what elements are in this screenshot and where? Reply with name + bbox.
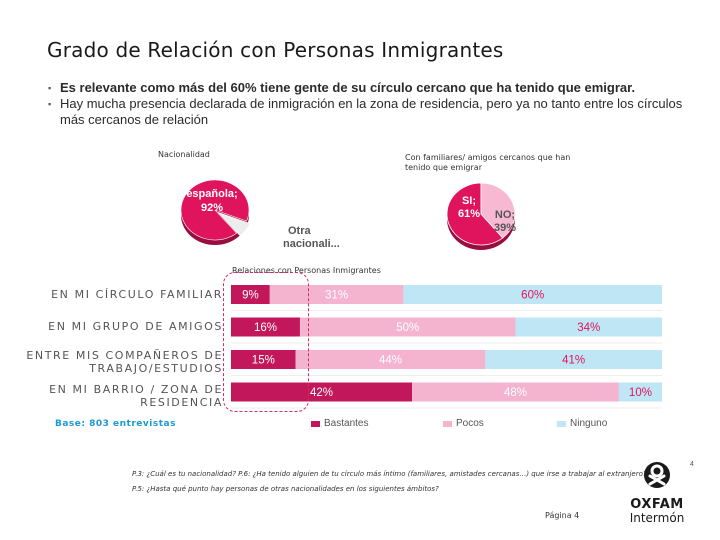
bar-value-label: 15% — [252, 355, 275, 367]
stacked-bar-chart: 9% 31% 60% 16% 50% 34% 15% 44% 41% 42% 48% 10% — [231, 285, 662, 409]
bar-category-line: EN MI GRUPO DE AMIGOS — [48, 320, 223, 333]
bar-category-line: RESIDENCIA — [140, 396, 223, 409]
bar-segment-ninguno — [485, 350, 662, 369]
bar-category-label: EN MI BARRIO / ZONA DE RESIDENCIA — [49, 383, 223, 409]
bar-value-label: 34% — [577, 322, 600, 334]
pie-slice-otra — [218, 212, 251, 236]
slide-number: 4 — [690, 461, 694, 468]
bar-category-line: TRABAJO/ESTUDIOS — [89, 362, 223, 375]
bar-segment-bastantes — [231, 382, 413, 402]
pie-value-si: 61% — [458, 208, 480, 220]
footnote-2: P.5: ¿Hasta qué punto hay personas de ot… — [132, 485, 439, 493]
legend-item-ninguno: Ninguno — [557, 418, 607, 429]
bar-category-label: ENTRE MIS COMPAÑEROS DE TRABAJO/ESTUDIOS — [26, 349, 223, 375]
pie-label-espanola: española; — [186, 188, 237, 200]
pie-value-espanola: 92% — [201, 202, 223, 214]
logo-text: OXFAM — [630, 497, 684, 512]
bar-value-label: 44% — [379, 355, 402, 367]
legend-label: Bastantes — [324, 418, 369, 429]
bar-category-label: EN MI CÍRCULO FAMILIAR — [51, 288, 223, 301]
legend-item-pocos: Pocos — [443, 418, 484, 429]
bar-category-line: ENTRE MIS COMPAÑEROS DE — [26, 349, 223, 362]
bar-segment-ninguno — [515, 317, 662, 337]
bar-segment-bastantes — [231, 285, 270, 304]
pie-label-no: NO; — [495, 209, 515, 221]
bullet-item: Es relevante como más del 60% tiene gent… — [48, 80, 698, 96]
bar-segment-pocos — [412, 382, 619, 402]
pie-chart-emigrar: SI;61% NO;39% — [446, 182, 516, 250]
bar-segment-pocos — [299, 317, 516, 337]
pie-title-nacionalidad: Nacionalidad — [158, 150, 210, 159]
bar-segment-bastantes — [231, 317, 300, 337]
highlight-box — [223, 272, 309, 412]
page-number: Página 4 — [545, 511, 580, 520]
footnote-1: P.3: ¿Cuál es tu nacionalidad? P.6: ¿Ha … — [132, 470, 647, 478]
bar-category-label: EN MI GRUPO DE AMIGOS — [48, 320, 223, 333]
bar-value-label: 41% — [562, 355, 585, 367]
bar-value-label: 10% — [629, 387, 652, 399]
bullet-item: Hay mucha presencia declarada de inmigra… — [48, 96, 698, 128]
legend-item-bastantes: Bastantes — [311, 418, 368, 429]
pie-title-emigrar: Con familiares/ amigos cercanos que han … — [405, 153, 571, 172]
bar-value-label: 60% — [521, 290, 544, 302]
pie-value-no: 39% — [494, 222, 516, 234]
bullet-list: Es relevante como más del 60% tiene gent… — [48, 80, 698, 128]
legend-swatch — [557, 420, 566, 427]
bar-value-label: 9% — [242, 290, 259, 302]
bar-segment-pocos — [295, 350, 486, 369]
legend-label: Pocos — [456, 418, 484, 429]
legend-label: Ninguno — [570, 418, 608, 429]
pie-slice-no — [480, 182, 516, 239]
pie-label-otra-line1: Otra — [288, 225, 312, 237]
pie-chart-nacionalidad: española; 92% Otranacionali... — [180, 179, 340, 250]
pie-slice-espanola — [180, 179, 250, 241]
base-note: Base: 803 entrevistas — [55, 419, 176, 429]
bar-value-label: 48% — [504, 387, 527, 399]
bar-value-label: 31% — [325, 290, 348, 302]
bar-segment-ninguno — [403, 285, 662, 304]
slide-title: Grado de Relación con Personas Inmigrant… — [47, 38, 504, 62]
bar-value-label: 50% — [396, 322, 419, 334]
bar-category-line: EN MI BARRIO / ZONA DE — [49, 383, 223, 396]
bar-segment-ninguno — [618, 382, 662, 402]
pie-label-otra-line2: nacionali... — [283, 238, 340, 250]
bar-segment-bastantes — [231, 350, 296, 369]
bar-category-line: EN MI CÍRCULO FAMILIAR — [51, 288, 223, 301]
oxfam-logo-icon — [644, 462, 670, 488]
legend-swatch — [443, 420, 452, 427]
oxfam-logo: OXFAM Intermón — [627, 460, 687, 526]
pie-label-si: SI; — [462, 195, 476, 207]
legend-swatch — [311, 420, 320, 427]
bar-value-label: 42% — [310, 387, 333, 399]
bar-chart-title: Relaciones con Personas Inmigrantes — [232, 266, 381, 275]
bar-segment-pocos — [269, 285, 404, 304]
logo-subtext: Intermón — [629, 511, 685, 525]
pie-slice-si — [446, 182, 504, 246]
bar-value-label: 16% — [254, 322, 277, 334]
